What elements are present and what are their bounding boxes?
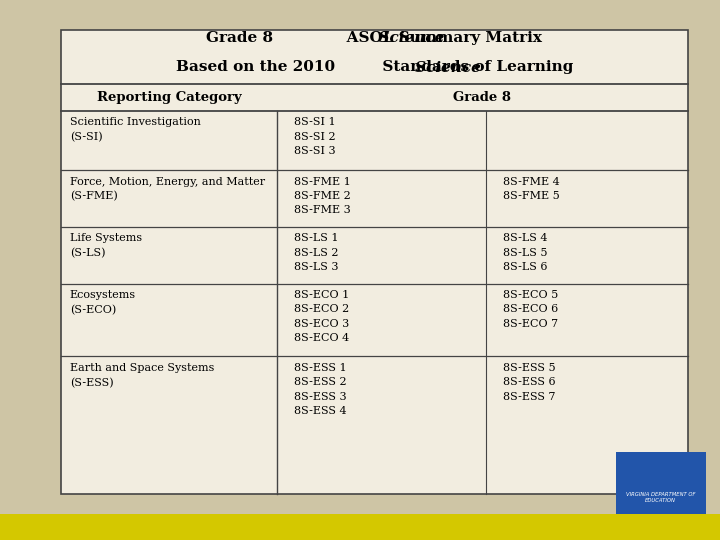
Text: Based on the 2010         Standards of Learning: Based on the 2010 Standards of Learning bbox=[176, 60, 573, 75]
Text: Grade 8: Grade 8 bbox=[454, 91, 511, 104]
Bar bbox=[0, 514, 720, 540]
Text: VIRGINIA DEPARTMENT OF
EDUCATION: VIRGINIA DEPARTMENT OF EDUCATION bbox=[626, 492, 696, 503]
Text: 8S-ESS 1
8S-ESS 2
8S-ESS 3
8S-ESS 4: 8S-ESS 1 8S-ESS 2 8S-ESS 3 8S-ESS 4 bbox=[294, 363, 347, 416]
Text: Force, Motion, Energy, and Matter
(S-FME): Force, Motion, Energy, and Matter (S-FME… bbox=[70, 177, 265, 201]
Text: 8S-ECO 1
8S-ECO 2
8S-ECO 3
8S-ECO 4: 8S-ECO 1 8S-ECO 2 8S-ECO 3 8S-ECO 4 bbox=[294, 290, 350, 343]
Text: 8S-FME 4
8S-FME 5: 8S-FME 4 8S-FME 5 bbox=[503, 177, 560, 201]
Bar bbox=[616, 452, 706, 514]
Text: Ecosystems
(S-ECO): Ecosystems (S-ECO) bbox=[70, 290, 136, 315]
Text: Grade 8              ASOL Summary Matrix: Grade 8 ASOL Summary Matrix bbox=[207, 31, 542, 45]
Text: Science: Science bbox=[268, 60, 481, 75]
Text: 8S-LS 1
8S-LS 2
8S-LS 3: 8S-LS 1 8S-LS 2 8S-LS 3 bbox=[294, 233, 339, 272]
Text: Science: Science bbox=[305, 31, 444, 45]
Text: 8S-SI 1
8S-SI 2
8S-SI 3: 8S-SI 1 8S-SI 2 8S-SI 3 bbox=[294, 117, 336, 156]
Text: 8S-LS 4
8S-LS 5
8S-LS 6: 8S-LS 4 8S-LS 5 8S-LS 6 bbox=[503, 233, 548, 272]
Text: 7: 7 bbox=[647, 479, 656, 493]
Text: Scientific Investigation
(S-SI): Scientific Investigation (S-SI) bbox=[70, 117, 201, 142]
Text: 8S-ESS 5
8S-ESS 6
8S-ESS 7: 8S-ESS 5 8S-ESS 6 8S-ESS 7 bbox=[503, 363, 556, 402]
Text: Earth and Space Systems
(S-ESS): Earth and Space Systems (S-ESS) bbox=[70, 363, 215, 388]
Text: Life Systems
(S-LS): Life Systems (S-LS) bbox=[70, 233, 142, 258]
Text: 8S-FME 1
8S-FME 2
8S-FME 3: 8S-FME 1 8S-FME 2 8S-FME 3 bbox=[294, 177, 351, 215]
Bar bbox=[61, 30, 688, 494]
Text: Reporting Category: Reporting Category bbox=[96, 91, 242, 104]
Text: 8S-ECO 5
8S-ECO 6
8S-ECO 7: 8S-ECO 5 8S-ECO 6 8S-ECO 7 bbox=[503, 290, 559, 329]
